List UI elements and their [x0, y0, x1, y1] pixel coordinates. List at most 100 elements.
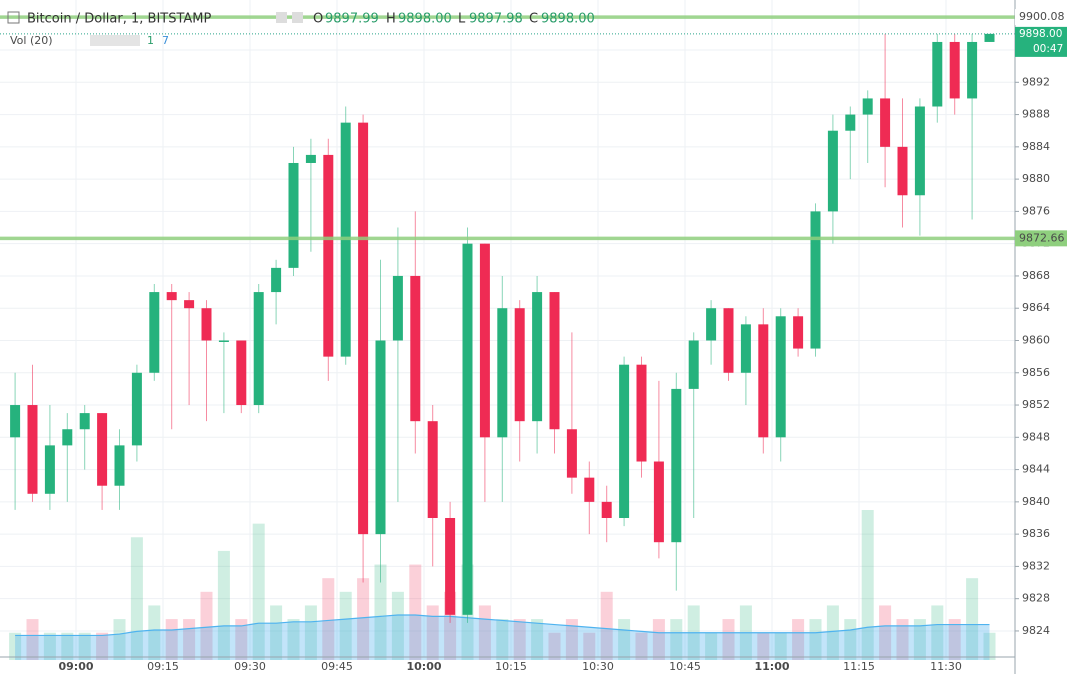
volume-bar	[705, 632, 718, 660]
y-tick-label: 9828	[1022, 592, 1050, 605]
x-tick-label: 09:30	[234, 660, 266, 673]
candle-body	[114, 445, 125, 486]
volume-bar	[113, 619, 126, 660]
level-label: 9872.66	[1019, 231, 1065, 244]
x-tick-label: 10:45	[669, 660, 701, 673]
volume-ma-area	[15, 615, 990, 660]
volume-bar	[670, 619, 683, 660]
candle-body	[601, 501, 612, 518]
volume-bar	[304, 605, 317, 660]
candle-body	[688, 340, 699, 389]
volume-bar	[322, 578, 335, 660]
volume-bar	[809, 619, 822, 660]
candle-body	[218, 340, 229, 342]
volume-bar	[548, 632, 561, 660]
volume-bar	[409, 564, 422, 660]
volume-bar	[513, 619, 526, 660]
volume-bar	[983, 632, 996, 660]
x-tick-label: 10:15	[495, 660, 527, 673]
volume-bar	[861, 510, 874, 660]
candle-body	[236, 340, 247, 406]
volume-bar	[217, 550, 230, 660]
symbol-icon	[7, 11, 20, 24]
legend-label: O	[313, 12, 323, 27]
candle-body	[932, 41, 943, 107]
y-tick-label: 9840	[1022, 495, 1050, 508]
candle-body	[636, 364, 647, 462]
candle-body	[305, 154, 316, 163]
volume-bar	[130, 537, 143, 660]
candle-body	[184, 300, 195, 309]
candle-body	[323, 154, 334, 357]
candle-body	[149, 292, 160, 373]
countdown: 00:47	[1033, 43, 1063, 55]
y-tick-label: 9876	[1022, 204, 1050, 217]
volume-bar	[565, 619, 578, 660]
volume-bar	[339, 591, 352, 660]
candle-body	[862, 98, 873, 115]
candle-body	[897, 146, 908, 196]
volume-bar	[792, 619, 805, 660]
candle-body	[653, 461, 664, 543]
legend-label: L	[458, 12, 466, 27]
volume-bar	[826, 605, 839, 660]
volume-bar	[531, 619, 544, 660]
candle-body	[462, 243, 473, 615]
candle-body	[740, 324, 751, 373]
volume-bar	[931, 605, 944, 660]
y-tick-label: 9892	[1022, 75, 1050, 88]
candle-body	[723, 308, 734, 373]
x-tick-label: 11:00	[754, 660, 789, 673]
volume-bar	[774, 632, 787, 660]
y-tick-label: 9856	[1022, 366, 1050, 379]
legend-label: H	[386, 12, 396, 27]
candle-body	[619, 364, 630, 518]
volume-legend: Vol (20)	[10, 34, 53, 47]
candle-body	[166, 292, 177, 301]
volume-bar	[635, 632, 648, 660]
volume-bar	[235, 619, 248, 660]
volume-bar	[287, 619, 300, 660]
candle-body	[427, 421, 438, 518]
level-tag	[1015, 9, 1067, 26]
volume-bar	[252, 523, 265, 660]
volume-bar	[78, 632, 91, 660]
last-price-label: 9898.00	[1019, 28, 1062, 40]
volume-value: 7	[162, 34, 169, 47]
candle-body	[549, 292, 560, 430]
volume-bar	[43, 632, 56, 660]
legend-value: 9897.99	[325, 12, 379, 27]
y-tick-label: 9884	[1022, 140, 1050, 153]
candle-body	[566, 429, 577, 478]
y-tick-label: 9852	[1022, 398, 1050, 411]
x-tick-label: 10:30	[582, 660, 614, 673]
volume-bar	[896, 619, 909, 660]
candle-body	[810, 211, 821, 349]
volume-bar	[374, 564, 387, 660]
candle-body	[845, 114, 856, 131]
x-tick-label: 09:00	[58, 660, 93, 673]
volume-bar	[357, 578, 370, 660]
volume-bar	[9, 632, 22, 660]
x-tick-label: 11:15	[843, 660, 875, 673]
control-icon	[276, 12, 287, 23]
candle-body	[44, 445, 55, 494]
volume-bar	[913, 619, 926, 660]
y-tick-label: 9824	[1022, 624, 1050, 637]
x-tick-label: 09:45	[321, 660, 353, 673]
candle-body	[497, 308, 508, 438]
y-tick-label: 9880	[1022, 172, 1050, 185]
candle-body	[375, 340, 386, 535]
candle-body	[97, 413, 108, 486]
volume-bar	[148, 605, 161, 660]
volume-value: 1	[147, 34, 154, 47]
candle-body	[288, 162, 299, 268]
candle-body	[758, 324, 769, 438]
y-tick-label: 9888	[1022, 108, 1050, 121]
volume-bar	[652, 619, 665, 660]
candle-body	[79, 413, 90, 430]
chart-title: Bitcoin / Dollar, 1, BITSTAMP	[27, 12, 212, 27]
volume-bar	[600, 591, 613, 660]
candle-body	[27, 405, 38, 494]
y-tick-label: 9832	[1022, 559, 1050, 572]
